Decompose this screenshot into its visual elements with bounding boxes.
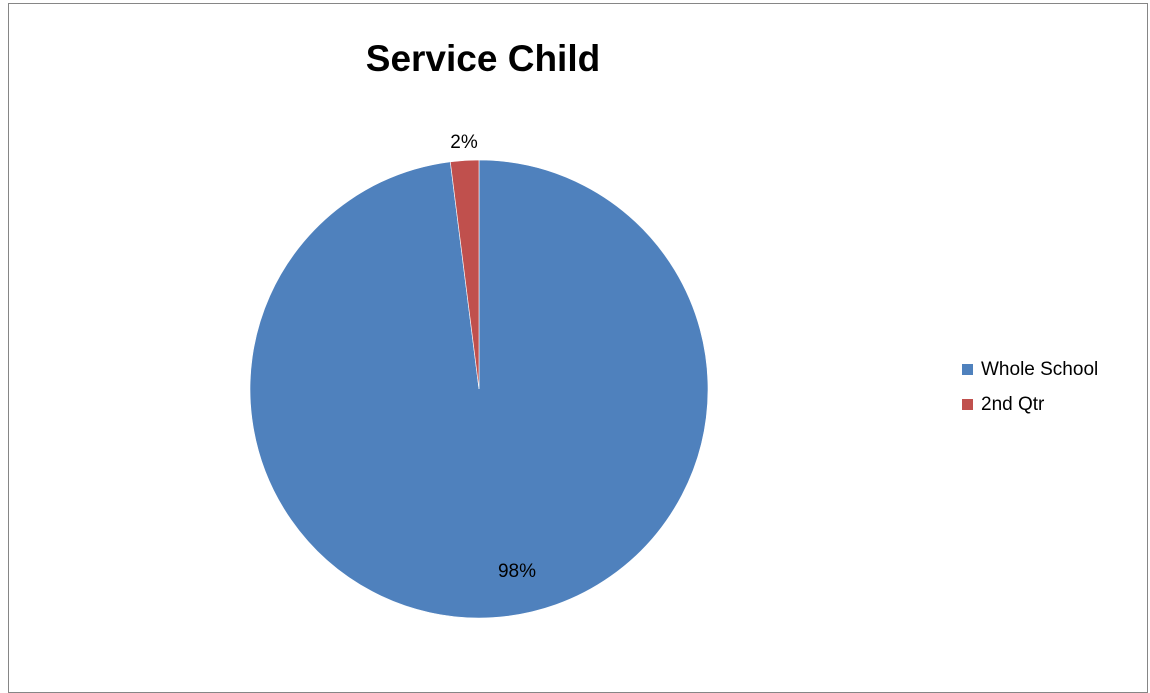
legend-label: 2nd Qtr	[981, 393, 1045, 415]
legend-item-whole-school: Whole School	[962, 352, 1098, 387]
legend-label: Whole School	[981, 358, 1099, 380]
legend: Whole School 2nd Qtr	[962, 352, 1098, 422]
data-label-2nd-qtr: 2%	[450, 132, 478, 153]
pie-chart: 98% 2%	[249, 132, 709, 619]
pie-slice-2nd-qtr	[449, 159, 480, 390]
legend-swatch	[962, 364, 973, 375]
legend-swatch	[962, 399, 973, 410]
data-label-whole-school: 98%	[498, 561, 536, 582]
legend-item-2nd-qtr: 2nd Qtr	[962, 387, 1098, 422]
chart-title: Service Child	[365, 38, 601, 79]
